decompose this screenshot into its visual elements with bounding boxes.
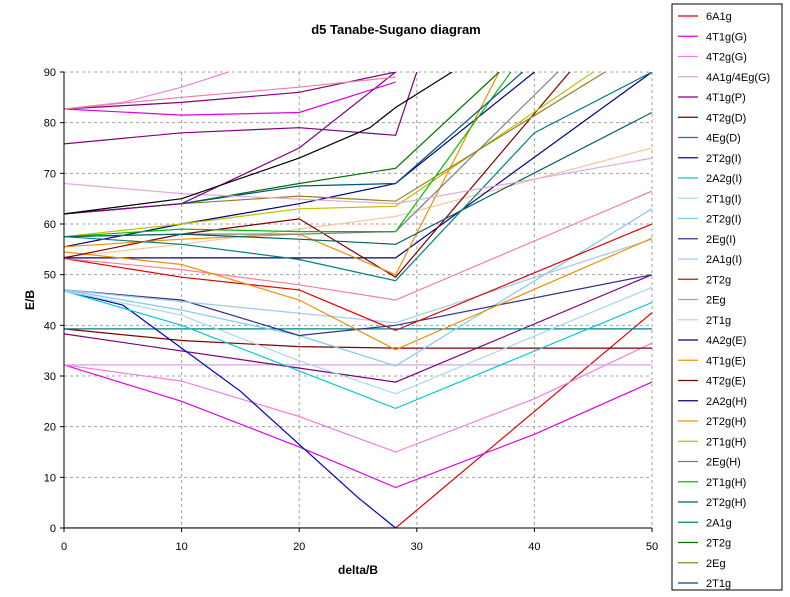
series-line: [64, 274, 652, 383]
series-line: [64, 290, 396, 528]
y-tick-label: 10: [44, 472, 56, 484]
series-line: [64, 72, 396, 215]
series-line: [64, 111, 652, 245]
legend-label: 2Eg(H): [706, 457, 741, 469]
legend-label: 2T2g: [706, 274, 731, 286]
x-tick-label: 20: [293, 541, 305, 553]
legend-label: 2A1g(I): [706, 254, 742, 266]
legend-label: 4T1g(G): [706, 31, 747, 43]
legend-label: 2A2g(I): [706, 173, 742, 185]
grid: [64, 71, 653, 528]
y-tick-label: 20: [44, 422, 56, 434]
series-line: [64, 237, 652, 351]
series-line: [64, 72, 652, 282]
series-line: [64, 72, 512, 238]
legend-label: 2T1g(H): [706, 477, 746, 489]
chart-title: d5 Tanabe-Sugano diagram: [311, 22, 481, 37]
series-line: [64, 76, 396, 110]
y-ticks: 0 10 20 30 40 50 60 70 80 90: [44, 67, 64, 535]
legend-label: 2T2g: [706, 538, 731, 550]
plot-lines: [64, 72, 652, 528]
legend-label: 4T2g(G): [706, 52, 747, 64]
series-line: [64, 238, 652, 324]
legend-label: 2T1g: [706, 578, 731, 590]
series-line: [64, 72, 594, 238]
series-line: [64, 72, 652, 259]
series-line: [64, 72, 418, 145]
series-line: [64, 72, 229, 110]
legend-label: 2T1g(H): [706, 436, 746, 448]
legend-label: 4T2g(E): [706, 376, 746, 388]
series-line: [64, 364, 652, 489]
legend-label: 4T2g(D): [706, 112, 746, 124]
legend-label: 4A1g/4Eg(G): [706, 72, 770, 84]
series-line: [64, 147, 652, 258]
legend-label: 2T1g: [706, 315, 731, 327]
series-line: [64, 190, 652, 301]
series-line: [64, 223, 652, 332]
y-tick-label: 90: [44, 67, 56, 79]
y-tick-label: 70: [44, 168, 56, 180]
legend-label: 2T2g(I): [706, 153, 741, 165]
x-tick-label: 0: [61, 541, 67, 553]
y-tick-label: 40: [44, 320, 56, 332]
legend-label: 2Eg(I): [706, 234, 736, 246]
x-tick-label: 40: [528, 541, 540, 553]
series-line: [64, 290, 652, 410]
legend-label: 2T2g(H): [706, 497, 746, 509]
x-tick-label: 50: [646, 541, 658, 553]
series-line: [64, 72, 453, 215]
legend-label: 4T1g(P): [706, 92, 746, 104]
x-ticks: 0 10 20 30 40 50: [61, 528, 658, 553]
legend-label: 2Eg: [706, 558, 726, 570]
legend-label: 2A2g(H): [706, 396, 747, 408]
x-axis-label: delta/B: [338, 563, 378, 577]
x-tick-label: 10: [175, 541, 187, 553]
series-line: [64, 81, 396, 116]
series-line: [64, 72, 571, 278]
y-tick-label: 30: [44, 371, 56, 383]
series-line: [64, 157, 652, 205]
y-tick-label: 60: [44, 219, 56, 231]
y-tick-label: 0: [50, 523, 56, 535]
legend-box: [671, 3, 783, 591]
legend-label: 2A1g: [706, 517, 732, 529]
series-line: [64, 328, 652, 349]
legend-label: 4A2g(E): [706, 335, 746, 347]
series-line: [64, 342, 652, 453]
legend-label: 2T1g(I): [706, 193, 741, 205]
legend-label: 4T1g(E): [706, 355, 746, 367]
y-tick-label: 50: [44, 270, 56, 282]
series-line: [64, 72, 559, 238]
series-line: [64, 312, 652, 528]
legend-label: 2Eg: [706, 295, 726, 307]
series-line: [64, 286, 652, 395]
legend: 6A1g 4T1g(G) 4T2g(G) 4A1g/4Eg(G) 4T1g(P) 4T2g…: [671, 3, 783, 591]
y-tick-label: 80: [44, 118, 56, 130]
legend-label: 4Eg(D): [706, 133, 741, 145]
legend-label: 6A1g: [706, 11, 732, 23]
legend-label: 2T2g(H): [706, 416, 746, 428]
axes: [63, 72, 652, 529]
legend-label: 2T2g(I): [706, 214, 741, 226]
series-line: [64, 274, 652, 337]
x-tick-label: 30: [411, 541, 423, 553]
y-axis-label: E/B: [23, 290, 37, 310]
